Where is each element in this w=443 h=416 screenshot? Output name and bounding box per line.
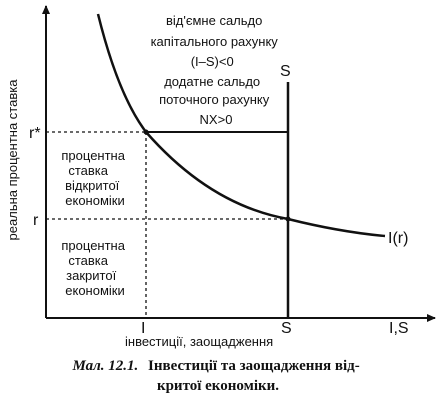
closed-rate-note-line: економіки [65, 283, 124, 298]
closed-rate-note-line: закритої [66, 268, 116, 283]
open-economy-point [143, 129, 149, 135]
open-rate-note-line: відкритої [65, 178, 120, 193]
x-axis-end-label: I,S [389, 320, 409, 337]
closed-rate-note: процентна ставка закритої економіки [61, 238, 128, 298]
closed-rate-note-line: ставка [68, 253, 108, 268]
tick-r: r [33, 212, 39, 229]
open-rate-note-line: процентна [61, 148, 125, 163]
caption-prefix: Мал. 12.1. [71, 358, 138, 374]
x-axis-label: інвестиції, заощадження [125, 334, 273, 349]
tick-I: I [141, 320, 145, 337]
figure-caption: Мал. 12.1. Інвестиції та заощадження від… [71, 358, 363, 394]
top-note-line: капітального рахунку [151, 34, 279, 49]
open-rate-note: процентна ставка відкритої економіки [61, 148, 128, 208]
curve-S-label: S [280, 63, 291, 80]
top-note-line: (I–S)<0 [191, 54, 234, 69]
y-axis-label: реальна процентна ставка [5, 79, 20, 241]
top-note-line: від'ємне сальдо [166, 13, 262, 28]
caption-line2: критої економіки. [157, 378, 279, 394]
tick-r-star: r* [29, 125, 41, 142]
open-rate-note-line: економіки [65, 193, 124, 208]
closed-economy-point [285, 216, 291, 222]
caption-line1: Інвестиції та заощадження від- [148, 358, 360, 374]
top-note-line: додатне сальдо [164, 74, 260, 89]
investment-curve [96, 13, 386, 238]
closed-rate-note-line: процентна [61, 238, 125, 253]
tick-S: S [281, 320, 292, 337]
top-note-line: поточного рахунку [159, 92, 270, 107]
top-note-line: NX>0 [200, 112, 233, 127]
curve-I-label: I(r) [388, 230, 408, 247]
top-note: від'ємне сальдо капітального рахунку (I–… [151, 13, 282, 127]
open-rate-note-line: ставка [68, 163, 108, 178]
